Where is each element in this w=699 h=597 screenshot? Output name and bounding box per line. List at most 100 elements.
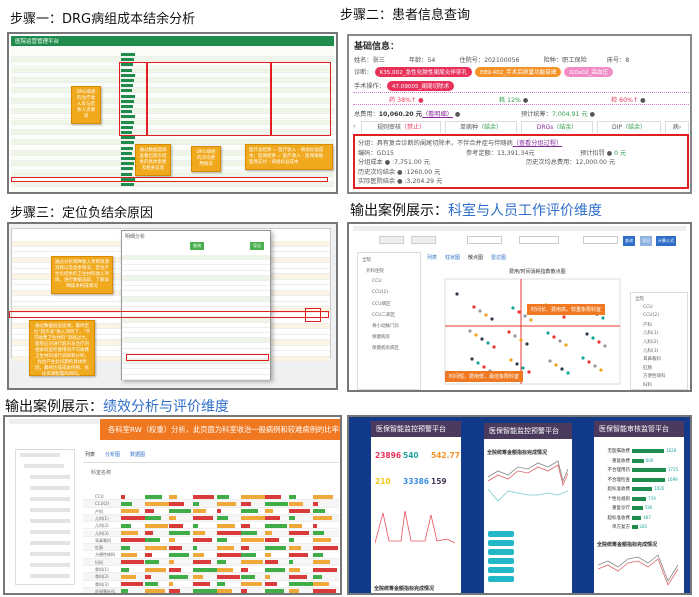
table-row[interactable] (122, 359, 270, 365)
table-row[interactable] (11, 73, 334, 78)
tree-item[interactable] (30, 541, 70, 545)
tree-item[interactable]: 保健病房 (372, 335, 390, 340)
table-row[interactable] (122, 333, 270, 339)
table-row[interactable]: 儿科(3) (83, 529, 339, 537)
table-row[interactable] (122, 375, 270, 380)
scatter-point[interactable] (558, 339, 562, 343)
tree-item[interactable] (30, 486, 70, 490)
tree-item[interactable]: 耳鼻喉科 (643, 357, 661, 363)
category-button[interactable] (488, 576, 514, 582)
tree-item[interactable] (24, 464, 64, 468)
tab-rule-audit[interactable]: 规则审核（禁止） (361, 121, 441, 133)
table-row[interactable] (122, 281, 270, 287)
tree-item[interactable]: 保健病房病区 (372, 346, 399, 351)
table-row[interactable]: CCU (83, 493, 339, 501)
table-row[interactable]: 方便性病科 (83, 551, 339, 559)
table-row[interactable] (11, 125, 334, 130)
table-row[interactable] (122, 338, 270, 344)
help-icon[interactable]: ● (522, 97, 529, 104)
scatter-point[interactable] (519, 338, 523, 342)
view-detail-link[interactable]: （看明细） (421, 111, 453, 118)
table-row[interactable] (122, 265, 270, 271)
scatter-point[interactable] (480, 337, 484, 341)
table-row[interactable] (11, 104, 334, 109)
table-row[interactable] (122, 354, 270, 359)
table-row[interactable] (122, 349, 270, 354)
tree-item[interactable] (30, 552, 70, 556)
table-row[interactable]: 肝胆胰外科 (83, 587, 339, 593)
scatter-point[interactable] (468, 329, 472, 333)
surgery-tag[interactable]: 47.09005_阑尾切除术 (386, 81, 455, 91)
scatter-point[interactable] (486, 341, 490, 345)
table-row[interactable] (122, 296, 270, 302)
table-row[interactable] (11, 171, 334, 177)
table-row[interactable]: 骨科(2) (83, 573, 339, 581)
table-row[interactable] (11, 78, 334, 83)
scatter-point[interactable] (601, 316, 605, 320)
scatter-point[interactable] (529, 318, 533, 322)
scatter-point[interactable] (525, 342, 529, 346)
start-date-input[interactable] (379, 236, 404, 244)
table-row[interactable]: 儿科(2) (83, 522, 339, 530)
tree-item[interactable]: 全院 (362, 258, 371, 263)
scatter-point[interactable] (527, 370, 531, 374)
table-row[interactable] (122, 328, 270, 333)
scatter-point[interactable] (517, 310, 521, 314)
table-row[interactable] (122, 260, 270, 266)
tree-item[interactable] (30, 508, 70, 512)
scatter-point[interactable] (552, 335, 556, 339)
tree-item[interactable]: 肛肠 (643, 365, 652, 371)
diagnosis-tag[interactable]: I10x02_高血压 (564, 67, 614, 77)
select[interactable] (467, 236, 502, 244)
query-button[interactable]: 查询 (623, 236, 635, 246)
table-row[interactable] (122, 364, 270, 370)
diagnosis-tag[interactable]: E89.402_手术后卵巢功能衰竭 (475, 67, 562, 77)
scatter-point[interactable] (585, 332, 589, 336)
scatter-point[interactable] (562, 315, 566, 319)
tab-single-disease[interactable]: 单病种（结余） (445, 121, 517, 133)
table-row[interactable] (11, 130, 334, 135)
tree-item[interactable]: CCU(2) (372, 290, 388, 295)
tree-item[interactable] (30, 519, 70, 523)
formula-button[interactable]: 计算公式 (656, 236, 676, 246)
table-row[interactable] (122, 302, 270, 307)
tree-item[interactable]: 产科 (643, 322, 652, 328)
end-date-input[interactable] (411, 236, 436, 244)
view-tab[interactable]: 雷达图 (491, 255, 507, 261)
tree-item[interactable] (30, 530, 70, 534)
tree-item[interactable]: CCU (643, 304, 653, 310)
table-row[interactable] (11, 150, 334, 156)
table-row[interactable] (122, 275, 270, 281)
scatter-point[interactable] (492, 345, 496, 349)
table-row[interactable] (11, 83, 334, 89)
table-row[interactable] (122, 312, 270, 318)
view-tab[interactable]: 分析图 (105, 452, 121, 458)
category-button[interactable] (488, 567, 514, 573)
scatter-point[interactable] (513, 334, 517, 338)
scatter-point[interactable] (560, 367, 564, 371)
scatter-point[interactable] (587, 360, 591, 364)
scatter-point[interactable] (546, 331, 550, 335)
table-row[interactable] (11, 140, 334, 146)
table-row[interactable]: 骨科(1) (83, 566, 339, 574)
scatter-point[interactable] (593, 364, 597, 368)
table-row[interactable] (11, 146, 334, 151)
tree-item[interactable]: 儿科(1) (643, 331, 659, 337)
table-row[interactable]: 肛肠 (83, 544, 339, 552)
scatter-point[interactable] (548, 359, 552, 363)
table-row[interactable]: 耳鼻喉科 (83, 537, 339, 545)
scatter-point[interactable] (474, 333, 478, 337)
tree-item[interactable]: 妇科 (643, 383, 652, 388)
table-row[interactable] (11, 166, 334, 172)
table-row[interactable] (11, 135, 334, 141)
table-row[interactable] (11, 109, 334, 115)
tree-item[interactable]: 外科住院 (366, 269, 384, 274)
table-row[interactable] (11, 182, 334, 187)
view-tab[interactable]: 列表 (427, 255, 438, 261)
tree-item[interactable]: 儿科(2) (643, 340, 659, 345)
scatter-point[interactable] (482, 365, 486, 369)
scatter-point[interactable] (515, 362, 519, 366)
scatter-point[interactable] (484, 313, 488, 317)
scatter-point[interactable] (490, 317, 494, 321)
table-row[interactable] (11, 161, 334, 167)
